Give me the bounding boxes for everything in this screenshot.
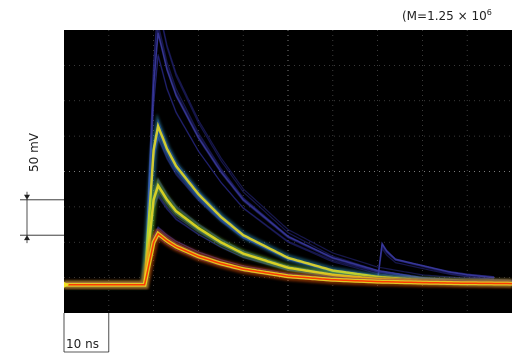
trace-core (376, 241, 495, 281)
x-scale-bar (63, 313, 110, 353)
trace-sample (377, 242, 495, 283)
annotation-text: (M=1.25 × 10 (402, 9, 487, 23)
scale-arrow-bottom (24, 235, 30, 241)
annotation-exponent: 6 (487, 8, 492, 17)
trace-late-pulse (376, 241, 495, 283)
trace-layer (64, 30, 512, 290)
trace-peak-core (64, 232, 512, 286)
chart-annotation: (M=1.25 × 106 (402, 8, 492, 23)
trace-1-photoelectron (64, 226, 512, 290)
y-scale-bar (20, 191, 64, 244)
baseline-marker (64, 281, 69, 288)
y-scale-label: 50 mV (27, 132, 41, 172)
scale-arrow-top (24, 194, 30, 200)
x-scale-label: 10 ns (66, 337, 99, 351)
